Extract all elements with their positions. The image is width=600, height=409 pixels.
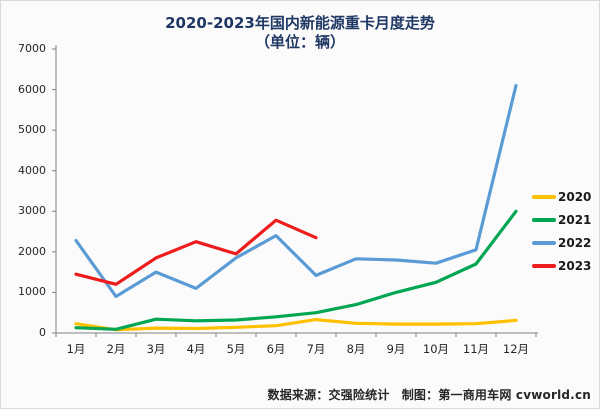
y-tick-label: 1000 (18, 285, 46, 299)
legend-label: 2021 (558, 213, 592, 227)
y-tick-label: 4000 (18, 163, 46, 177)
x-tick-label: 3月 (146, 342, 166, 356)
y-tick-label: 7000 (18, 42, 46, 55)
y-tick-label: 0 (39, 326, 46, 339)
y-tick-label: 6000 (18, 82, 46, 96)
y-tick-label: 5000 (18, 123, 46, 137)
legend-swatch-2023 (532, 264, 556, 268)
legend-swatch-2021 (532, 218, 556, 222)
x-tick-label: 7月 (306, 342, 326, 356)
y-tick-label: 2000 (18, 244, 46, 258)
legend-swatch-2022 (532, 241, 556, 245)
legend-item-2020: 2020 (532, 189, 591, 205)
chart-legend: 2020 2021 2022 2023 (532, 189, 591, 274)
legend-label: 2020 (558, 190, 592, 204)
x-tick-label: 8月 (346, 342, 366, 356)
x-tick-label: 9月 (386, 342, 406, 356)
chart-title-line1: 2020-2023年国内新能源重卡月度走势 (165, 14, 435, 32)
x-tick-label: 10月 (422, 342, 450, 356)
x-tick-label: 2月 (106, 342, 126, 356)
chart-title: 2020-2023年国内新能源重卡月度走势 （单位：辆） (1, 14, 599, 52)
x-tick-label: 12月 (502, 342, 530, 356)
series-line-2020 (74, 318, 518, 332)
legend-label: 2022 (558, 236, 592, 250)
legend-item-2022: 2022 (532, 235, 591, 251)
legend-item-2021: 2021 (532, 212, 591, 228)
legend-item-2023: 2023 (532, 258, 591, 274)
x-tick-label: 6月 (266, 342, 286, 356)
x-tick-label: 11月 (462, 342, 490, 356)
footer-credit: 数据来源：交强险统计 制图：第一商用车网 cvworld.cn (267, 388, 591, 402)
x-tick-label: 1月 (66, 342, 86, 356)
series-line-2021 (74, 209, 518, 331)
series-line-2023 (74, 218, 318, 286)
x-tick-label: 5月 (226, 342, 246, 356)
legend-label: 2023 (558, 259, 592, 273)
y-tick-label: 3000 (18, 204, 46, 218)
series-line-2022 (74, 83, 518, 299)
legend-swatch-2020 (532, 195, 556, 199)
chart-title-line2: （单位：辆） (254, 32, 345, 51)
x-tick-label: 4月 (186, 342, 206, 356)
